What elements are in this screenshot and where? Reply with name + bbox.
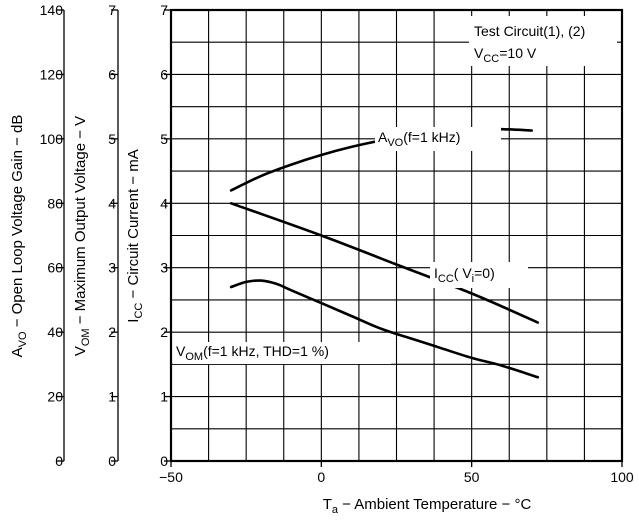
icc-curve [229,202,540,324]
vom-tick-label: 3 [108,260,116,276]
annotation-bg [469,16,617,66]
icc-tick-label: 1 [160,389,168,405]
icc-tick-label: 6 [160,66,168,82]
avo-tick-label: 0 [55,453,63,469]
annotation-line-1: Test Circuit(1), (2) [474,23,585,39]
avo-axis-ticks: 0 20 40 60 80 100 120 140 [40,2,64,469]
avo-tick-label: 120 [40,66,64,82]
vom-axis-ticks: 0 1 2 3 4 5 6 7 [108,2,118,469]
avo-tick-label: 20 [47,389,63,405]
vom-tick-label: 0 [108,453,116,469]
avo-axis-title: AVO − Open Loop Voltage Gain − dB [9,115,29,358]
icc-axis-title: ICC − Circuit Current − mA [125,149,145,322]
avo-tick-label: 80 [47,195,63,211]
x-axis-ticks: −50 0 50 100 [159,461,634,485]
icc-tick-label: 0 [160,453,168,469]
vom-axis-title: VOM − Maximum Output Voltage − V [72,116,92,356]
icc-tick-label: 3 [160,260,168,276]
vom-tick-label: 7 [108,2,116,18]
vom-series-label: VOM(f=1 kHz, THD=1 %) [176,343,329,363]
icc-tick-label: 7 [160,2,168,18]
grid [171,10,622,461]
x-tick-label: 0 [317,469,325,485]
vom-tick-label: 1 [108,389,116,405]
x-tick-label: 50 [464,469,480,485]
vom-tick-label: 4 [108,195,116,211]
avo-tick-label: 140 [40,2,64,18]
icc-tick-label: 2 [160,324,168,340]
x-axis-title: Ta − Ambient Temperature − °C [323,496,532,516]
vom-tick-label: 5 [108,131,116,147]
annotation-line-2: VCC=10 V [474,45,537,65]
icc-tick-label: 5 [160,131,168,147]
x-tick-label: −50 [159,469,183,485]
avo-label-bg [375,127,501,151]
avo-tick-label: 100 [40,131,64,147]
x-tick-label: 100 [610,469,634,485]
vom-tick-label: 2 [108,324,116,340]
vom-curve [229,279,540,379]
avo-tick-label: 40 [47,324,63,340]
vom-label-bg [173,342,391,364]
icc-axis-ticks: 0 1 2 3 4 5 6 7 [160,2,171,469]
icc-series-label: ICC( Vi=0) [434,265,495,285]
avo-series-label: AVO(f=1 kHz) [378,129,460,149]
avo-tick-label: 60 [47,260,63,276]
plot-frame [169,8,624,463]
icc-label-bg [430,262,528,288]
icc-tick-label: 4 [160,195,168,211]
vom-tick-label: 6 [108,66,116,82]
